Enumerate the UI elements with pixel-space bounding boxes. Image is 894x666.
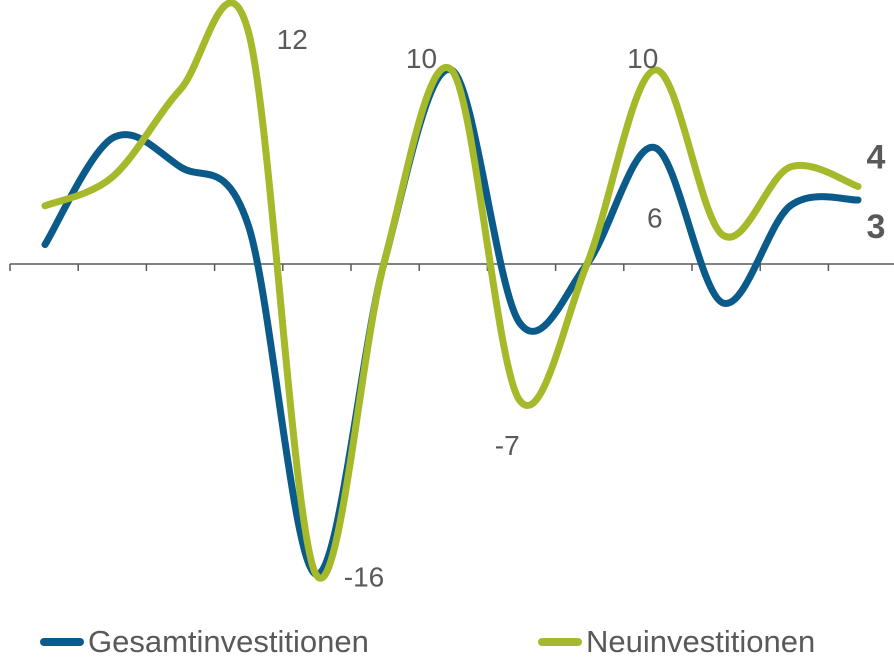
data-labels: 12 10 10 6 -7 -16 4 3 bbox=[277, 24, 886, 592]
legend-label-gesamtinvestitionen: Gesamtinvestitionen bbox=[88, 624, 369, 659]
end-label: 4 bbox=[867, 138, 886, 176]
series-line-gesamtinvestitionen bbox=[41, 66, 862, 578]
legend-swatch-neuinvestitionen bbox=[538, 638, 582, 646]
end-label: 3 bbox=[867, 208, 886, 246]
series-line-neuinvestitionen bbox=[41, 0, 862, 582]
series-layer bbox=[41, 0, 862, 582]
data-label: 10 bbox=[627, 43, 658, 74]
legend-item-neuinvestitionen: Neuinvestitionen bbox=[538, 620, 815, 664]
legend-item-gesamtinvestitionen: Gesamtinvestitionen bbox=[40, 620, 369, 664]
legend-swatch-gesamtinvestitionen bbox=[40, 638, 84, 646]
x-axis bbox=[9, 263, 894, 271]
legend-label-neuinvestitionen: Neuinvestitionen bbox=[586, 624, 816, 659]
data-label: 12 bbox=[277, 24, 308, 55]
data-label: 10 bbox=[406, 43, 437, 74]
data-label: 6 bbox=[647, 203, 663, 234]
line-chart: 12 10 10 6 -7 -16 4 3 bbox=[9, 0, 894, 592]
data-label: -7 bbox=[495, 430, 520, 461]
data-label: -16 bbox=[344, 561, 384, 592]
